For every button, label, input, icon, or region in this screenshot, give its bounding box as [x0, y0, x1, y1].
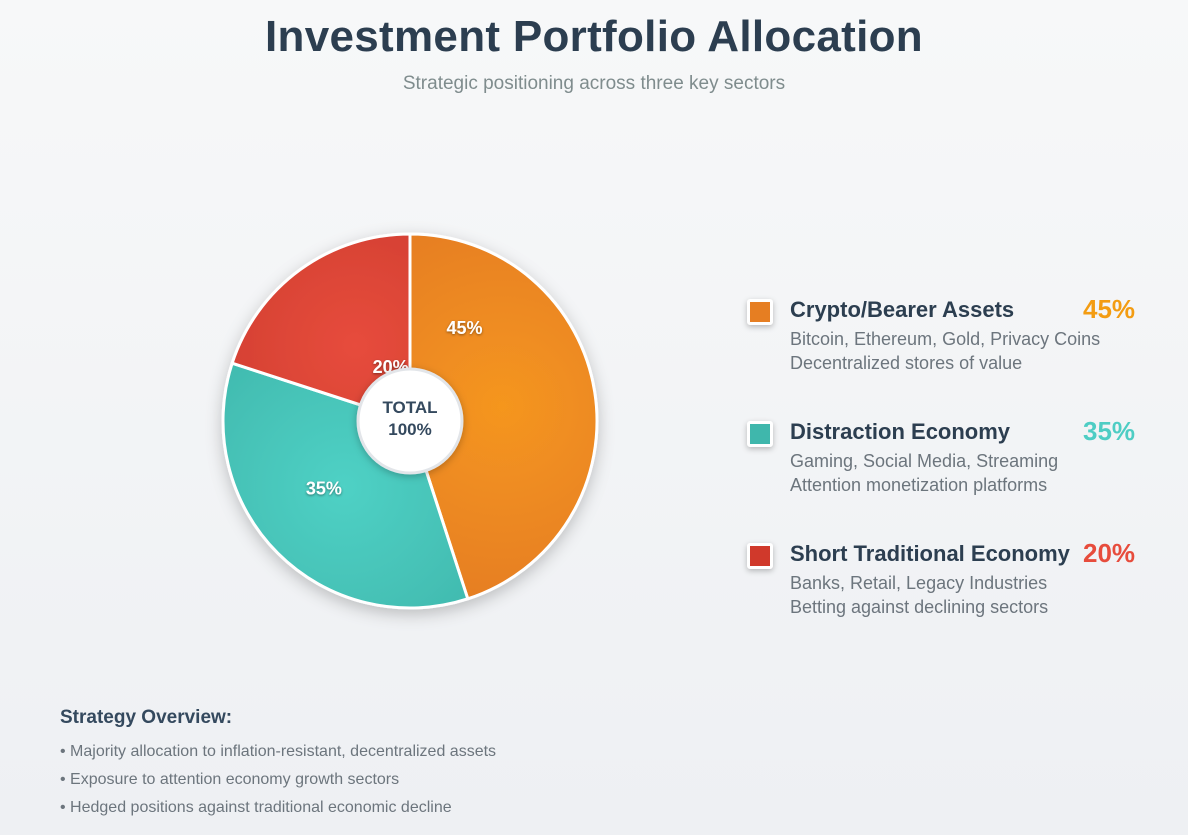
legend-item-short-traditional: Short Traditional Economy 20% Banks, Ret…	[745, 538, 1145, 631]
legend-pct-distraction: 35%	[1083, 416, 1136, 446]
legend-swatch-distraction	[747, 421, 773, 447]
legend-name-distraction: Distraction Economy	[790, 419, 1011, 444]
strategy-item: • Hedged positions against traditional e…	[60, 799, 452, 816]
chart-subtitle: Strategic positioning across three key s…	[402, 73, 786, 94]
legend-desc-short-traditional-1: Banks, Retail, Legacy Industries	[790, 573, 1048, 593]
chart-title: Investment Portfolio Allocation	[265, 12, 923, 61]
legend-item-crypto: Crypto/Bearer Assets 45% Bitcoin, Ethere…	[745, 294, 1145, 387]
legend-desc-distraction-1: Gaming, Social Media, Streaming	[790, 451, 1059, 471]
strategy-item: • Majority allocation to inflation-resis…	[60, 743, 497, 760]
pie-slice-crypto	[408, 232, 599, 601]
pie-slice-short-traditional	[230, 232, 412, 423]
pie-center-label-1: TOTAL	[382, 398, 437, 417]
legend-name-crypto: Crypto/Bearer Assets	[790, 297, 1015, 322]
legend-desc-crypto-1: Bitcoin, Ethereum, Gold, Privacy Coins	[790, 329, 1101, 349]
legend-swatch-crypto	[747, 299, 773, 325]
strategy-overview: Strategy Overview: • Majority allocation…	[60, 707, 496, 822]
pie-center-label-2: 100%	[388, 420, 431, 439]
legend-desc-short-traditional-2: Betting against declining sectors	[790, 597, 1049, 617]
legend-pct-short-traditional: 20%	[1083, 538, 1136, 568]
strategy-list: • Majority allocation to inflation-resis…	[60, 738, 496, 822]
pie-slice-label-crypto: 45%	[447, 318, 483, 338]
legend-item-distraction: Distraction Economy 35% Gaming, Social M…	[745, 416, 1145, 509]
strategy-title: Strategy Overview:	[60, 707, 233, 728]
legend-pct-crypto: 45%	[1083, 294, 1136, 324]
strategy-item: • Exposure to attention economy growth s…	[60, 771, 400, 788]
legend-desc-crypto-2: Decentralized stores of value	[790, 353, 1023, 373]
pie-slice-label-distraction: 35%	[306, 479, 342, 499]
pie-center-hole	[356, 367, 464, 475]
legend-swatch-short-traditional	[747, 543, 773, 569]
legend-name-short-traditional: Short Traditional Economy	[790, 541, 1070, 566]
legend-desc-distraction-2: Attention monetization platforms	[790, 475, 1048, 495]
